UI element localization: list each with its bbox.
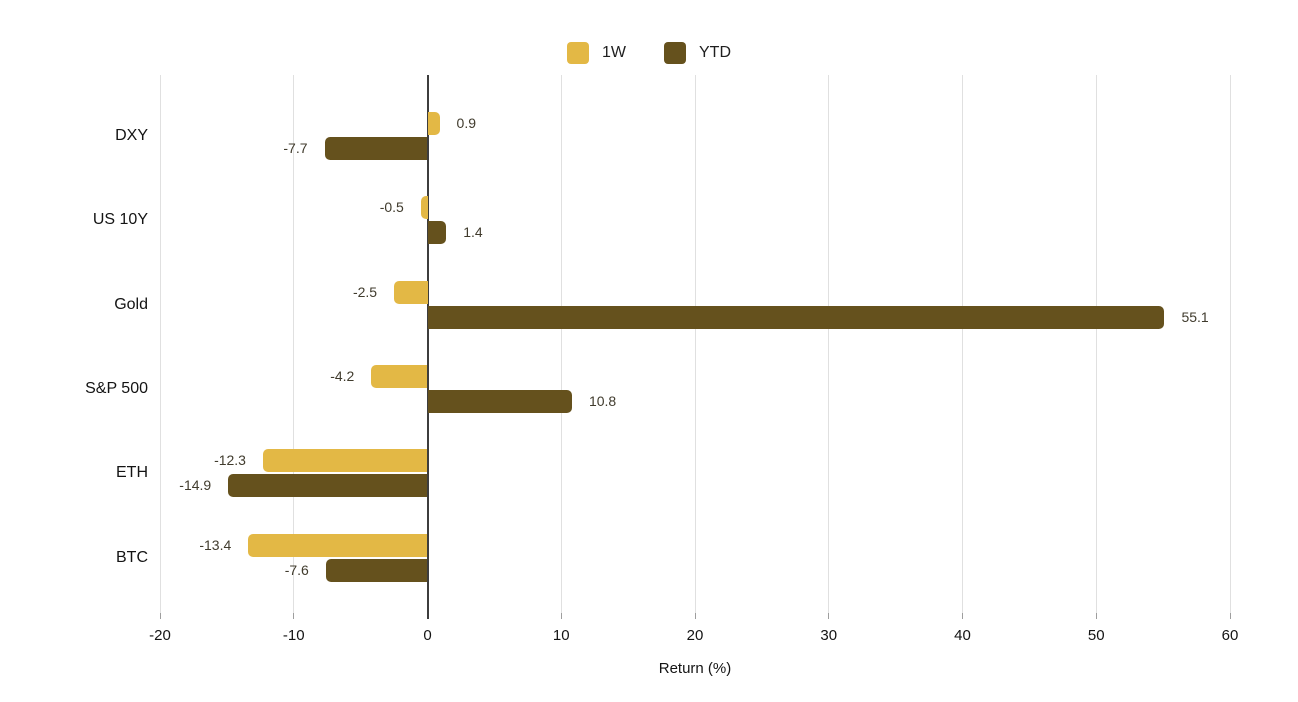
bar-value-label: -13.4 bbox=[199, 536, 232, 553]
x-tick bbox=[1095, 613, 1097, 619]
bar-ytd-s-p-500[interactable] bbox=[427, 389, 572, 413]
category-label-us-10y: US 10Y bbox=[92, 211, 148, 229]
x-tick-label: 40 bbox=[954, 627, 971, 644]
bar-value-label: -0.5 bbox=[379, 199, 404, 216]
bar-value-label: -2.5 bbox=[352, 283, 378, 300]
x-tick-label: -10 bbox=[282, 627, 305, 644]
x-tick-label: 60 bbox=[1221, 627, 1239, 644]
legend-item-ytd[interactable]: YTD bbox=[664, 42, 731, 64]
bar-ytd-eth[interactable] bbox=[228, 474, 428, 498]
bar-ytd-btc[interactable] bbox=[325, 558, 428, 582]
bar-value-label: -7.6 bbox=[284, 561, 309, 578]
bar-1w-us-10y[interactable] bbox=[420, 196, 428, 220]
legend: 1W YTD bbox=[0, 42, 1298, 64]
x-tick bbox=[828, 613, 830, 619]
bar-value-label: -12.3 bbox=[214, 452, 246, 469]
x-gridline bbox=[828, 75, 830, 613]
category-label-gold: Gold bbox=[114, 295, 148, 313]
x-tick-label: -20 bbox=[149, 627, 171, 644]
legend-swatch-1w-icon bbox=[567, 42, 589, 64]
x-tick-label: 0 bbox=[423, 627, 432, 644]
bar-value-label: 0.9 bbox=[456, 115, 476, 131]
bar-ytd-gold[interactable] bbox=[427, 305, 1165, 329]
category-label-eth: ETH bbox=[116, 464, 148, 482]
x-gridline bbox=[694, 75, 696, 613]
bar-value-label: 10.8 bbox=[588, 392, 617, 409]
x-tick bbox=[962, 613, 963, 619]
category-label-btc: BTC bbox=[116, 548, 148, 566]
x-tick bbox=[159, 613, 161, 619]
category-label-s-p-500: S&P 500 bbox=[85, 379, 148, 397]
bar-1w-dxy[interactable] bbox=[427, 112, 440, 135]
legend-item-1w[interactable]: 1W bbox=[567, 42, 626, 64]
x-gridline bbox=[560, 75, 562, 613]
x-tick bbox=[1229, 613, 1231, 619]
bar-value-label: 1.4 bbox=[463, 224, 483, 241]
bar-value-label: 55.1 bbox=[1181, 308, 1209, 325]
x-axis-title: Return (%) bbox=[658, 660, 732, 677]
bar-ytd-us-10y[interactable] bbox=[427, 221, 447, 245]
bar-1w-gold[interactable] bbox=[394, 280, 428, 304]
x-tick bbox=[694, 613, 696, 619]
bar-ytd-dxy[interactable] bbox=[324, 137, 428, 160]
x-gridline bbox=[1095, 75, 1097, 613]
bar-1w-eth[interactable] bbox=[262, 449, 428, 473]
x-tick bbox=[293, 613, 295, 619]
x-gridline bbox=[159, 75, 161, 613]
x-tick-label: 20 bbox=[686, 627, 704, 644]
bar-value-label: -4.2 bbox=[330, 367, 355, 384]
category-label-dxy: DXY bbox=[115, 127, 148, 144]
bar-1w-s-p-500[interactable] bbox=[371, 364, 428, 388]
x-tick-label: 10 bbox=[552, 627, 570, 644]
bar-value-label: -14.9 bbox=[179, 477, 212, 494]
bar-value-label: -7.7 bbox=[283, 140, 308, 156]
bar-1w-btc[interactable] bbox=[248, 533, 428, 557]
x-gridline bbox=[962, 75, 963, 613]
zero-axis-line bbox=[426, 75, 429, 619]
legend-label-ytd: YTD bbox=[699, 44, 731, 61]
x-tick-label: 30 bbox=[820, 627, 838, 644]
x-tick-label: 50 bbox=[1087, 627, 1105, 644]
legend-swatch-ytd-icon bbox=[664, 42, 686, 64]
legend-label-1w: 1W bbox=[602, 44, 626, 61]
x-gridline bbox=[293, 75, 295, 613]
x-gridline bbox=[1229, 75, 1231, 613]
x-tick bbox=[560, 613, 562, 619]
